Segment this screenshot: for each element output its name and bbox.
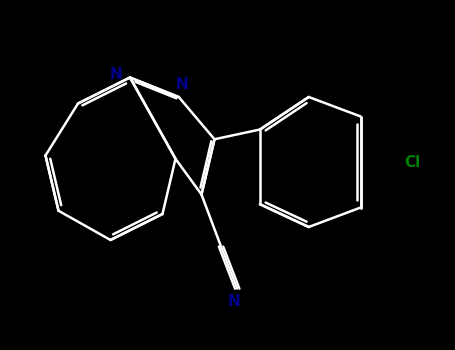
Text: N: N (110, 67, 122, 82)
Text: N: N (176, 77, 188, 92)
Text: N: N (228, 294, 240, 309)
Text: Cl: Cl (404, 154, 420, 169)
